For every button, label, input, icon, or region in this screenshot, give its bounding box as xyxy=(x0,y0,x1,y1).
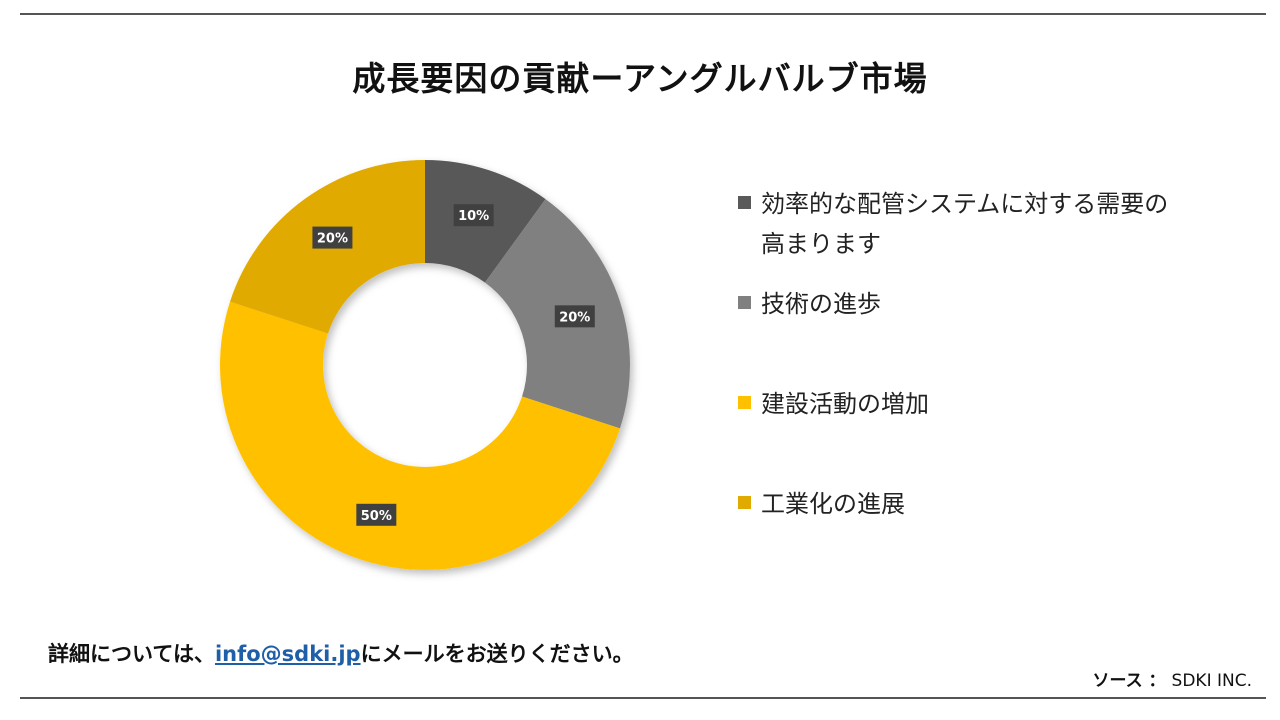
source-label: ソース ： xyxy=(1092,671,1166,691)
legend-swatch xyxy=(738,496,751,509)
contact-prefix: 詳細については、 xyxy=(48,642,215,666)
legend-item-efficient-piping: 効率的な配管システムに対する需要の高まります xyxy=(738,184,1171,264)
data-label-box xyxy=(356,503,397,526)
data-label: 50% xyxy=(361,509,392,524)
legend-swatch xyxy=(738,196,751,209)
legend-label: 技術の進歩 xyxy=(761,290,881,318)
legend-label: 効率的な配管システムに対する需要の高まります xyxy=(761,190,1169,258)
legend-item-technology: 技術の進歩 xyxy=(738,284,1171,324)
top-rule xyxy=(20,13,1266,15)
legend-label: 建設活動の増加 xyxy=(761,390,929,418)
legend-swatch xyxy=(738,396,751,409)
data-label-box xyxy=(554,305,595,328)
source-note: ソース ： SDKI INC. xyxy=(1092,666,1252,691)
legend-label: 工業化の進展 xyxy=(761,490,905,518)
legend-swatch xyxy=(738,296,751,309)
donut-chart: 10% 20% 50% 20% xyxy=(220,160,630,570)
data-label-box xyxy=(312,226,353,249)
contact-suffix: にメールをお送りください。 xyxy=(360,642,634,666)
chart-title: 成長要因の貢献ーアングルバルブ市場 xyxy=(352,59,928,98)
data-label: 20% xyxy=(317,232,348,247)
data-label: 10% xyxy=(458,209,489,224)
bottom-rule xyxy=(20,697,1266,699)
data-label: 20% xyxy=(559,310,590,325)
source-value: SDKI INC. xyxy=(1171,671,1252,691)
legend-item-construction: 建設活動の増加 xyxy=(738,384,1171,424)
donut-slice xyxy=(220,301,620,570)
contact-note: 詳細については、info@sdki.jpにメールをお送りください。 xyxy=(48,638,634,668)
data-label-box xyxy=(453,204,494,227)
email-link[interactable]: info@sdki.jp xyxy=(214,642,361,666)
legend-item-industrialization: 工業化の進展 xyxy=(738,484,1171,524)
